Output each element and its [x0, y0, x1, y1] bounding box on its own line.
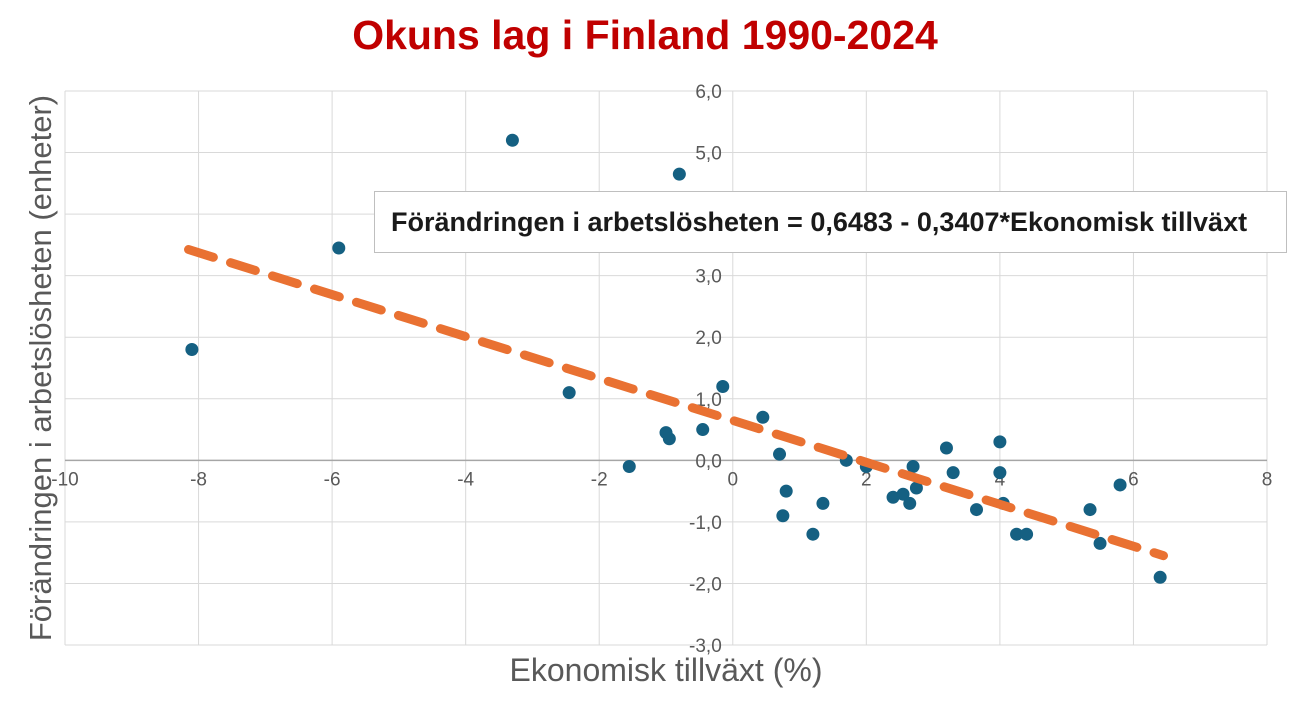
data-point [756, 410, 770, 424]
data-point [773, 447, 787, 461]
y-tick-label: 1,0 [695, 390, 721, 411]
x-tick-label: 4 [995, 469, 1006, 490]
x-axis-title: Ekonomisk tillväxt (%) [509, 652, 823, 688]
data-point [993, 435, 1007, 449]
y-tick-label: -1,0 [689, 513, 722, 534]
data-point [1113, 478, 1127, 492]
data-point [562, 386, 576, 400]
data-point [622, 459, 636, 473]
data-point [906, 459, 920, 473]
data-point [662, 432, 676, 446]
y-tick-label: 6,0 [695, 82, 721, 103]
x-tick-label: -4 [457, 469, 474, 490]
data-point [185, 343, 199, 357]
data-point [1020, 527, 1034, 541]
data-point [1153, 570, 1167, 584]
data-point [903, 496, 917, 510]
x-tick-label: 8 [1262, 469, 1273, 490]
data-point [332, 241, 346, 255]
data-point [1093, 536, 1107, 550]
x-tick-label: 2 [861, 469, 872, 490]
x-tick-label: -6 [324, 469, 341, 490]
data-point [806, 527, 820, 541]
data-point [816, 496, 830, 510]
trendline-equation-box: Förändringen i arbetslösheten = 0,6483 -… [374, 191, 1287, 253]
x-tick-label: -2 [591, 469, 608, 490]
x-tick-label: 0 [727, 469, 738, 490]
y-axis-title: Förändringen i arbetslösheten (enheter) [23, 94, 58, 642]
data-point [1083, 503, 1097, 517]
data-point [505, 133, 519, 147]
y-tick-label: 3,0 [695, 267, 721, 288]
data-point [993, 466, 1007, 480]
y-tick-label: 5,0 [695, 144, 721, 165]
y-tick-label: -3,0 [689, 636, 722, 657]
data-point [1010, 527, 1024, 541]
data-point [970, 503, 984, 517]
data-point [779, 484, 793, 498]
y-tick-label: -2,0 [689, 574, 722, 595]
data-point [716, 379, 730, 393]
data-point [896, 487, 910, 501]
data-point [672, 167, 686, 181]
data-point [909, 481, 923, 495]
data-point [939, 441, 953, 455]
trendline [184, 245, 1168, 561]
trendline-equation-label: Förändringen i arbetslösheten = 0,6483 -… [391, 206, 1248, 237]
data-point [776, 509, 790, 523]
y-tick-label: 2,0 [695, 328, 721, 349]
chart-title: Okuns lag i Finland 1990-2024 [352, 12, 938, 58]
x-tick-label: -8 [190, 469, 207, 490]
data-point [696, 423, 710, 437]
data-point [886, 490, 900, 504]
x-tick-label: 6 [1128, 469, 1139, 490]
y-tick-label: 0,0 [695, 451, 721, 472]
data-point [946, 466, 960, 480]
x-tick-label: -10 [51, 469, 78, 490]
